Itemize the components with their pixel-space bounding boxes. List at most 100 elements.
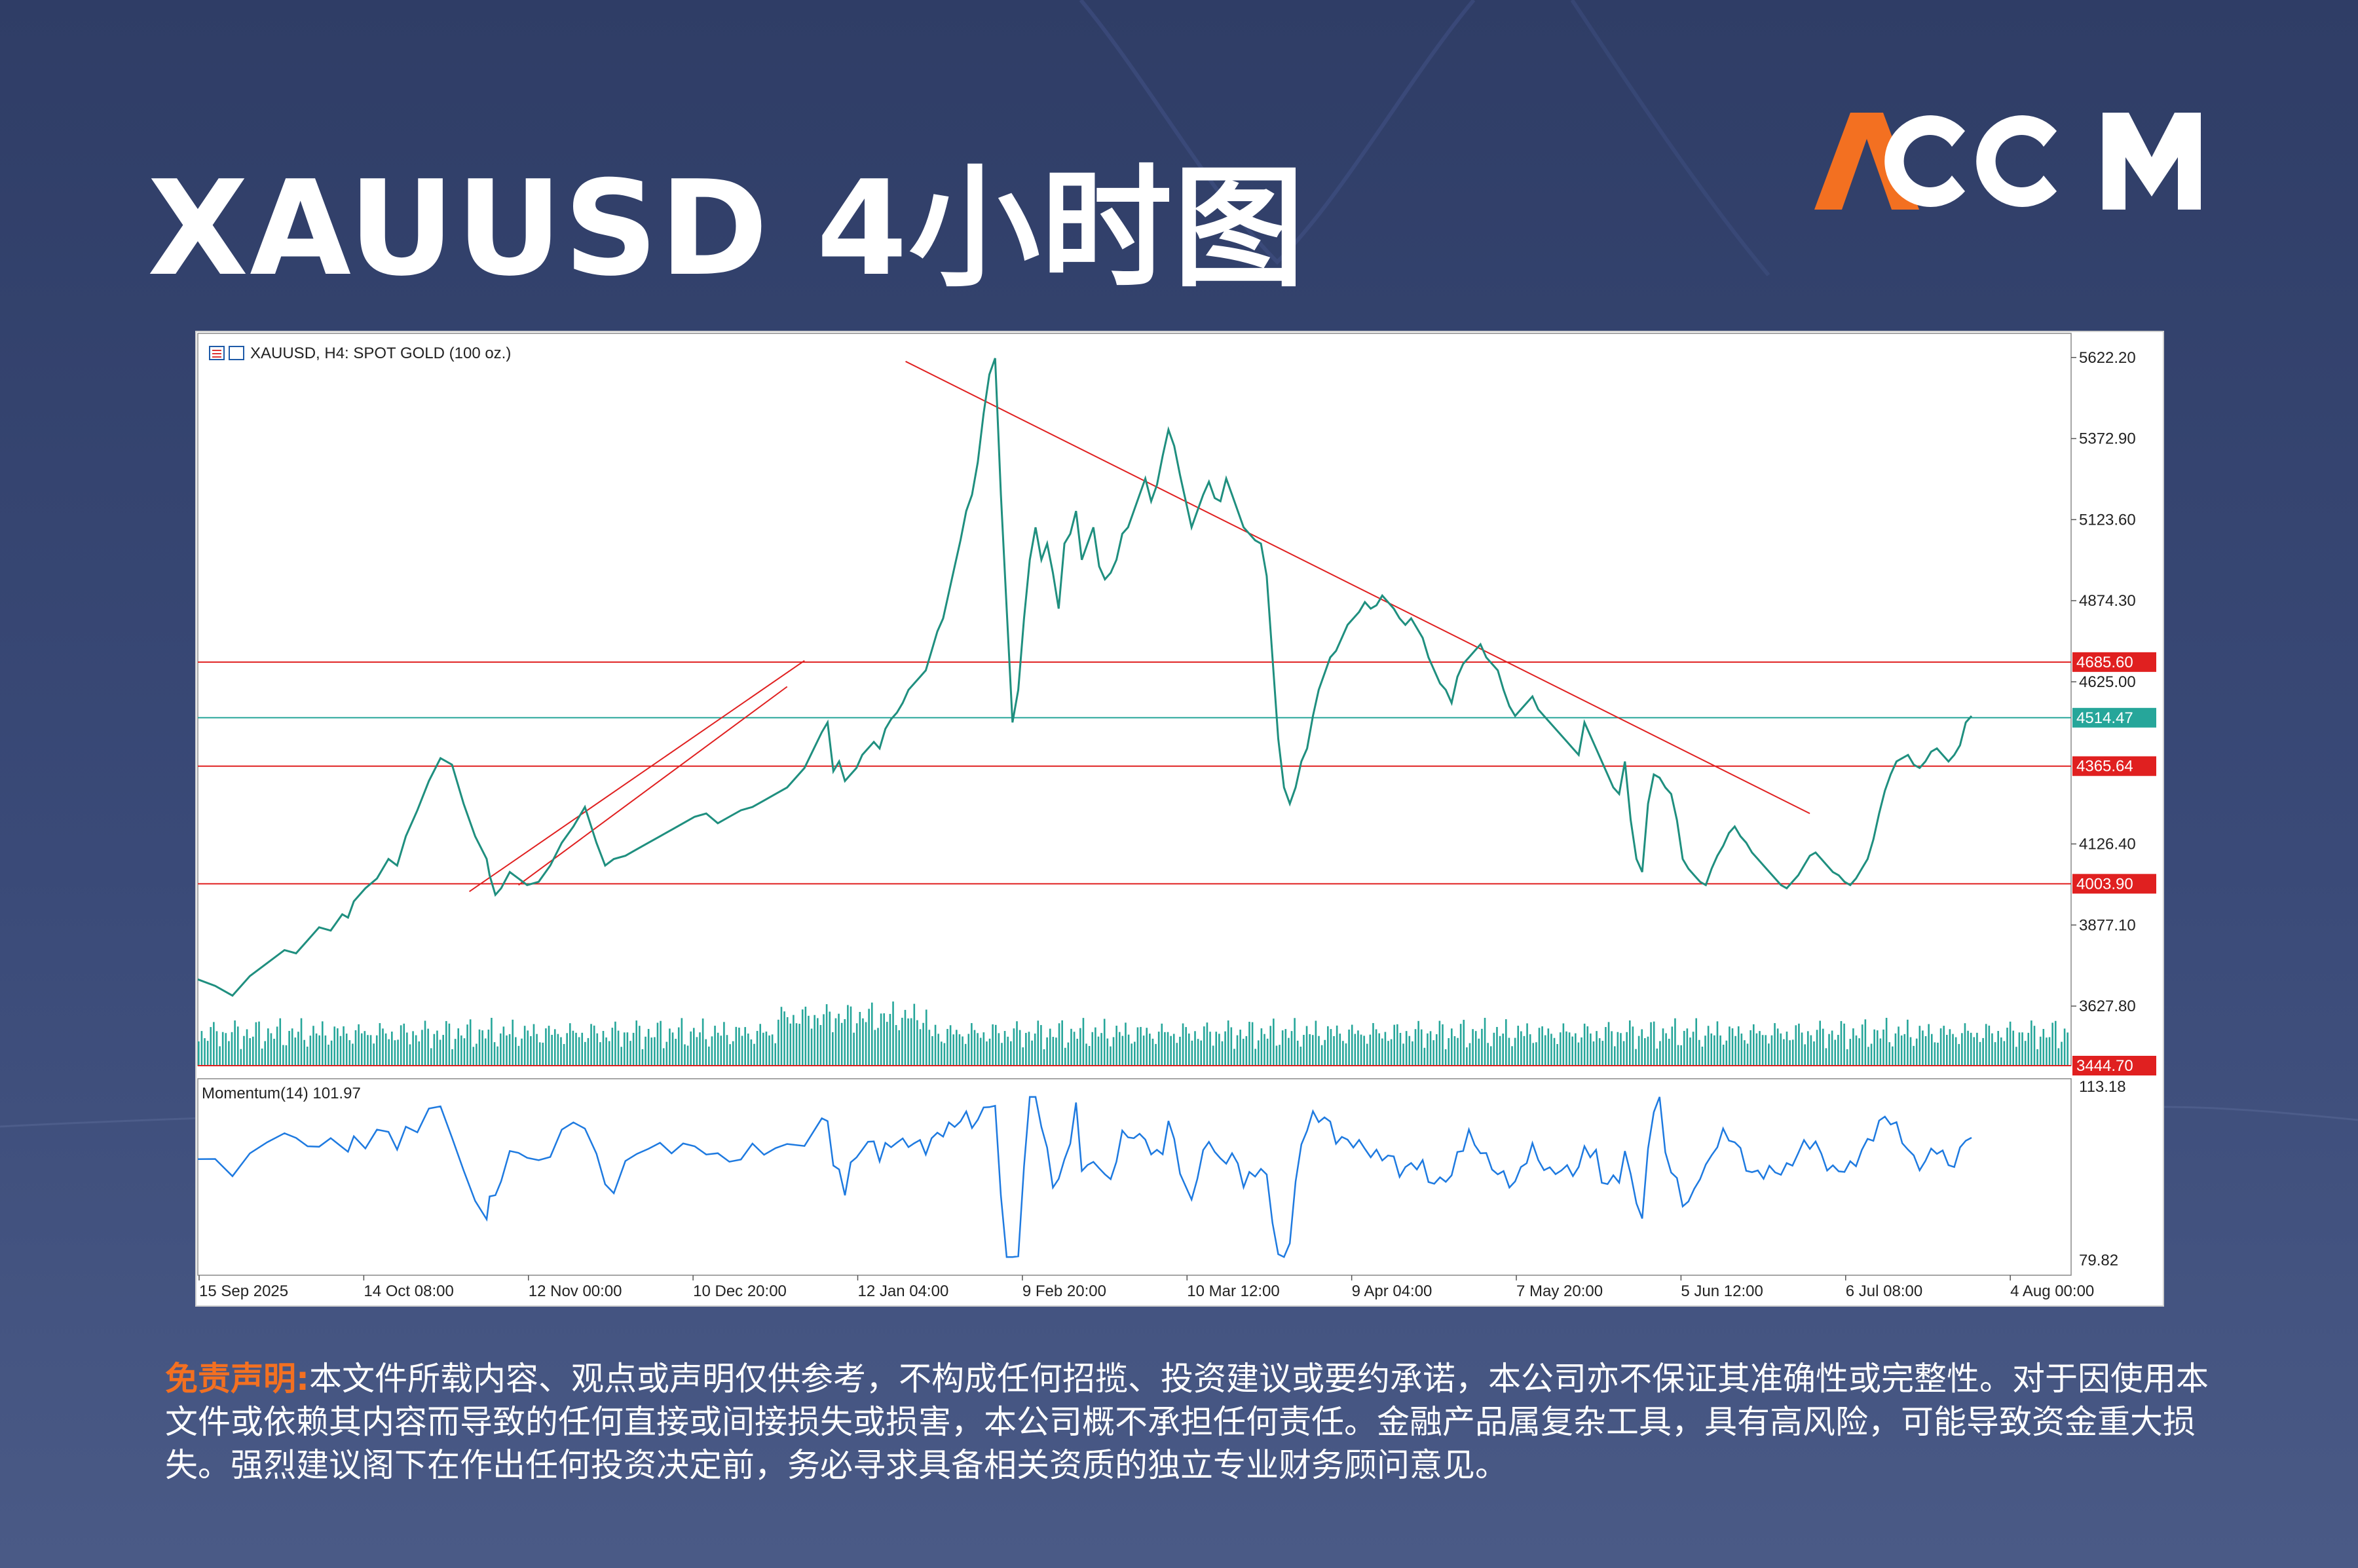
volume-bar [234, 1020, 236, 1066]
volume-bar [2051, 1022, 2053, 1066]
volume-bar [590, 1024, 592, 1066]
volume-bar [1459, 1024, 1462, 1066]
volume-bar [645, 1036, 646, 1066]
volume-bar [1538, 1028, 1541, 1066]
volume-bar [834, 1018, 837, 1066]
volume-bar [1079, 1028, 1081, 1066]
momentum-line [197, 1096, 1972, 1258]
volume-bar [692, 1028, 695, 1066]
volume-bar [1713, 1035, 1715, 1066]
volume-bar [279, 1018, 282, 1066]
volume-bar [931, 1036, 933, 1066]
volume-bar [1125, 1022, 1127, 1066]
volume-bar [445, 1020, 447, 1066]
volume-bar [282, 1045, 284, 1066]
volume-bar [240, 1049, 242, 1066]
volume-bar [1420, 1029, 1423, 1066]
volume-bar [1236, 1035, 1239, 1066]
volume-bar [804, 1006, 807, 1066]
volume-bar [958, 1034, 961, 1066]
volume-bar [569, 1023, 571, 1066]
volume-bar [1327, 1026, 1329, 1066]
volume-bar [1852, 1028, 1854, 1066]
volume-bar [1076, 1038, 1079, 1066]
volume-bar [1622, 1041, 1625, 1066]
time-tick-label: 9 Feb 20:00 [1022, 1282, 1106, 1300]
volume-bar [943, 1043, 946, 1066]
volume-bar [454, 1039, 457, 1066]
volume-bar [1695, 1018, 1697, 1066]
volume-bar [584, 1041, 586, 1066]
trendline [469, 660, 805, 893]
volume-bar [288, 1030, 290, 1066]
volume-bar [2015, 1047, 2017, 1066]
volume-bar [774, 1043, 777, 1066]
volume-bar [1607, 1022, 1610, 1066]
volume-bar [1617, 1032, 1619, 1066]
volume-bar [1106, 1038, 1109, 1066]
volume-bar [1103, 1018, 1106, 1066]
volume-bar [684, 1044, 686, 1066]
volume-bar [578, 1037, 580, 1066]
volume-bar [1943, 1026, 1945, 1066]
volume-bar [1378, 1033, 1380, 1066]
chart-type-icon[interactable] [229, 346, 244, 360]
volume-bar [545, 1028, 547, 1066]
volume-bar [844, 1019, 846, 1066]
disclaimer: 免责声明:本文件所载内容、观点或声明仅供参考，不构成任何招揽、投资建议或要约承诺… [165, 1357, 2209, 1487]
volume-bar [1499, 1036, 1501, 1066]
volume-bar [1801, 1032, 1803, 1066]
volume-bar [1575, 1033, 1577, 1066]
volume-bar [898, 1030, 901, 1066]
volume-bar [1846, 1049, 1848, 1066]
volume-bar [1019, 1030, 1021, 1066]
volume-bar [1750, 1030, 1751, 1066]
price-chart[interactable]: XAUUSD, H4: SPOT GOLD (100 oz.) Momentum… [195, 331, 2164, 1307]
volume-bar [1828, 1034, 1830, 1066]
trendline [517, 686, 788, 886]
volume-bar [1399, 1032, 1402, 1066]
volume-bar [768, 1035, 770, 1066]
volume-bar [1964, 1023, 1966, 1066]
volume-bar [2063, 1028, 2066, 1066]
volume-bar [358, 1024, 360, 1066]
volume-bar [1725, 1040, 1728, 1066]
volume-bar [786, 1017, 789, 1066]
volume-bar [1034, 1033, 1036, 1066]
volume-bar [1300, 1046, 1302, 1066]
volume-bar [1647, 1036, 1649, 1066]
volume-bar [726, 1035, 728, 1066]
volume-bar [1438, 1020, 1441, 1066]
volume-bar [1885, 1018, 1888, 1066]
volume-bar [1466, 1047, 1468, 1066]
volume-bar [515, 1037, 517, 1066]
volume-bar [427, 1028, 429, 1066]
volume-bar [228, 1041, 230, 1066]
volume-bar [717, 1032, 719, 1066]
volume-bar [348, 1040, 351, 1066]
volume-bar [1381, 1038, 1383, 1066]
volume-bar [714, 1026, 716, 1066]
volume-bar [1626, 1032, 1628, 1066]
volume-bar [665, 1041, 668, 1066]
chart-menu-icon[interactable] [209, 346, 225, 360]
volume-bar [1556, 1043, 1558, 1066]
time-tick-label: 6 Jul 08:00 [1846, 1282, 1922, 1300]
volume-bar [261, 1048, 263, 1066]
volume-bar [397, 1039, 399, 1066]
volume-bar [1746, 1043, 1749, 1066]
volume-bar [1855, 1035, 1858, 1066]
volume-bar [738, 1027, 740, 1066]
volume-bar [1484, 1018, 1486, 1066]
volume-bar [608, 1041, 610, 1066]
volume-bar [2036, 1049, 2038, 1066]
volume-bar [1215, 1032, 1218, 1066]
volume-bar [677, 1027, 680, 1066]
volume-bar [502, 1026, 505, 1066]
volume-bar [1442, 1024, 1444, 1066]
volume-bar [1003, 1031, 1006, 1066]
volume-bar [1423, 1047, 1426, 1066]
volume-bar [1324, 1039, 1326, 1066]
volume-bar [1776, 1028, 1779, 1066]
volume-bar [1834, 1039, 1837, 1066]
